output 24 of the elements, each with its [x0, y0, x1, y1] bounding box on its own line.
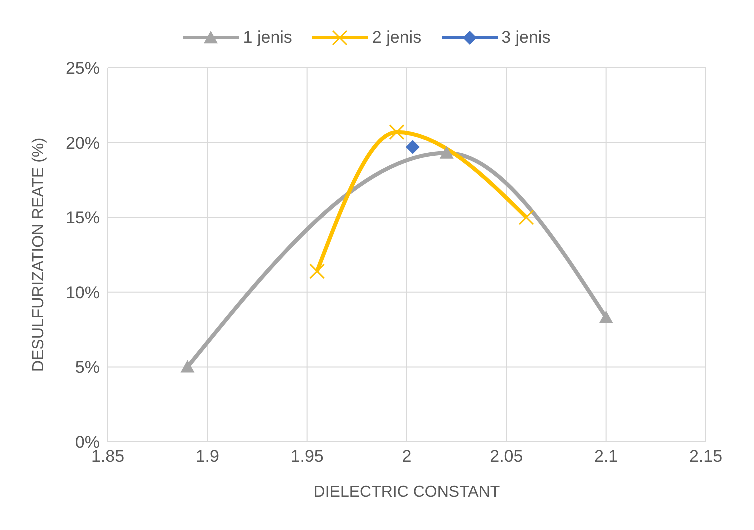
point: [180, 360, 195, 373]
x-tick-label: 2.15: [689, 447, 723, 466]
legend-label: 3 jenis: [500, 28, 551, 48]
x-tick-label: 1.9: [196, 447, 220, 466]
y-tick-label: 5%: [75, 358, 100, 378]
x-tick-label: 1.85: [91, 447, 125, 466]
x-tick-label: 1.95: [290, 447, 324, 466]
point: [599, 310, 614, 324]
y-tick-label: 25%: [66, 59, 100, 78]
point: [440, 146, 454, 159]
x-axis-title: DIELECTRIC CONSTANT: [314, 484, 500, 501]
y-tick-label: 15%: [66, 208, 100, 228]
point: [389, 124, 405, 140]
x-tick-label: 2.05: [490, 447, 524, 466]
x-tick-label: 2: [402, 447, 412, 466]
legend-label: 2 jenis: [371, 28, 422, 48]
y-tick-label: 20%: [66, 134, 100, 153]
y-axis-title: DESULFURIZATION REATE (%): [30, 138, 48, 372]
y-tick-label: 10%: [66, 283, 100, 302]
point: [310, 264, 326, 280]
x-tick-label: 2.1: [594, 447, 618, 466]
legend-label: 1 jenis: [242, 28, 292, 48]
point: [406, 140, 420, 154]
point: [518, 210, 534, 226]
